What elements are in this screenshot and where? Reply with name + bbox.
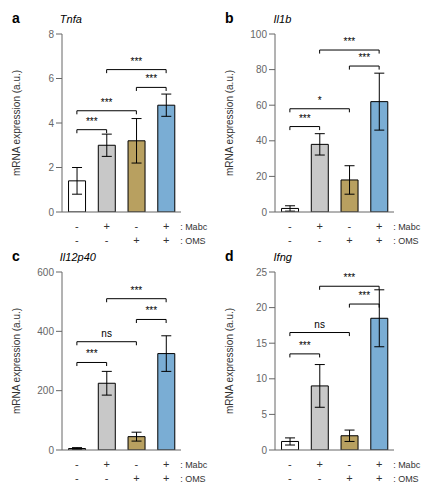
svg-text:***: *** (358, 52, 370, 63)
svg-text:-: - (75, 234, 79, 246)
svg-text:5: 5 (261, 409, 267, 420)
svg-text:-: - (105, 472, 109, 484)
svg-text:80: 80 (256, 64, 268, 75)
html-text:Tnfa: Tnfa (59, 13, 82, 25)
svg-text:: Mabc: : Mabc (393, 222, 421, 232)
svg-text:+: + (316, 220, 322, 232)
svg-text:15: 15 (256, 338, 268, 349)
svg-text:ns: ns (101, 328, 112, 339)
svg-text:0: 0 (48, 207, 54, 218)
svg-text:: OMS: : OMS (180, 236, 206, 246)
svg-text:ns: ns (314, 319, 325, 330)
svg-text:60: 60 (256, 100, 268, 111)
svg-text:0: 0 (261, 207, 267, 218)
html-text:a: a (12, 10, 20, 26)
svg-text:***: *** (344, 36, 356, 47)
svg-text:400: 400 (37, 326, 54, 337)
html-text:Ifng: Ifng (273, 251, 292, 263)
svg-text:100: 100 (250, 29, 267, 40)
svg-text:0: 0 (261, 445, 267, 456)
svg-text:25: 25 (256, 267, 268, 278)
svg-text:6: 6 (48, 73, 54, 84)
svg-text:-: - (75, 220, 79, 232)
svg-text:+: + (163, 234, 169, 246)
svg-text:mRNA expression (a.u.): mRNA expression (a.u.) (11, 308, 22, 414)
svg-text:40: 40 (256, 135, 268, 146)
svg-text:0: 0 (48, 445, 54, 456)
svg-text:-: - (135, 458, 139, 470)
svg-text:+: + (163, 458, 169, 470)
svg-text:-: - (75, 472, 79, 484)
svg-text:***: *** (131, 285, 143, 296)
svg-text:-: - (288, 472, 292, 484)
svg-text:-: - (318, 472, 322, 484)
svg-text:mRNA expression (a.u.): mRNA expression (a.u.) (224, 70, 235, 176)
svg-text:+: + (346, 234, 352, 246)
svg-text:600: 600 (37, 267, 54, 278)
svg-text:mRNA expression (a.u.): mRNA expression (a.u.) (224, 308, 235, 414)
svg-text:+: + (376, 220, 382, 232)
svg-text:+: + (376, 458, 382, 470)
svg-text:: Mabc: : Mabc (180, 222, 208, 232)
svg-text:+: + (376, 472, 382, 484)
svg-text:+: + (346, 472, 352, 484)
svg-text:: OMS: : OMS (393, 474, 419, 484)
svg-text:-: - (75, 458, 79, 470)
svg-text:20: 20 (256, 302, 268, 313)
svg-text:: Mabc: : Mabc (180, 460, 208, 470)
html-text:c: c (12, 248, 20, 264)
html-text:Il12p40: Il12p40 (59, 251, 96, 263)
svg-text:mRNA expression (a.u.): mRNA expression (a.u.) (11, 70, 22, 176)
svg-text:***: *** (101, 97, 113, 108)
svg-text:***: *** (86, 116, 98, 127)
svg-text:: Mabc: : Mabc (393, 460, 421, 470)
svg-text:: OMS: : OMS (180, 474, 206, 484)
svg-text:+: + (376, 234, 382, 246)
svg-text:: OMS: : OMS (393, 236, 419, 246)
svg-text:-: - (135, 220, 139, 232)
html-text:Il1b: Il1b (273, 13, 292, 25)
svg-text:+: + (133, 234, 139, 246)
svg-text:+: + (103, 220, 109, 232)
svg-text:-: - (105, 234, 109, 246)
svg-text:***: *** (86, 348, 98, 359)
svg-text:***: *** (358, 290, 370, 301)
svg-text:***: *** (299, 340, 311, 351)
svg-text:8: 8 (48, 29, 54, 40)
svg-text:***: *** (299, 113, 311, 124)
svg-text:10: 10 (256, 373, 268, 384)
html-text:d: d (225, 248, 234, 264)
svg-text:+: + (316, 458, 322, 470)
svg-text:2: 2 (48, 162, 54, 173)
svg-text:+: + (133, 472, 139, 484)
svg-text:-: - (318, 234, 322, 246)
svg-text:4: 4 (48, 118, 54, 129)
svg-text:+: + (163, 472, 169, 484)
svg-text:+: + (163, 220, 169, 232)
svg-text:***: *** (145, 73, 157, 84)
svg-text:200: 200 (37, 385, 54, 396)
svg-text:***: *** (145, 305, 157, 316)
svg-text:20: 20 (256, 171, 268, 182)
svg-text:*: * (318, 95, 322, 106)
html-text:b: b (225, 10, 234, 26)
svg-text:-: - (288, 220, 292, 232)
svg-text:-: - (288, 458, 292, 470)
svg-text:-: - (288, 234, 292, 246)
svg-text:+: + (103, 458, 109, 470)
svg-text:***: *** (131, 56, 143, 67)
svg-text:-: - (348, 458, 352, 470)
svg-text:-: - (348, 220, 352, 232)
svg-text:***: *** (344, 272, 356, 283)
